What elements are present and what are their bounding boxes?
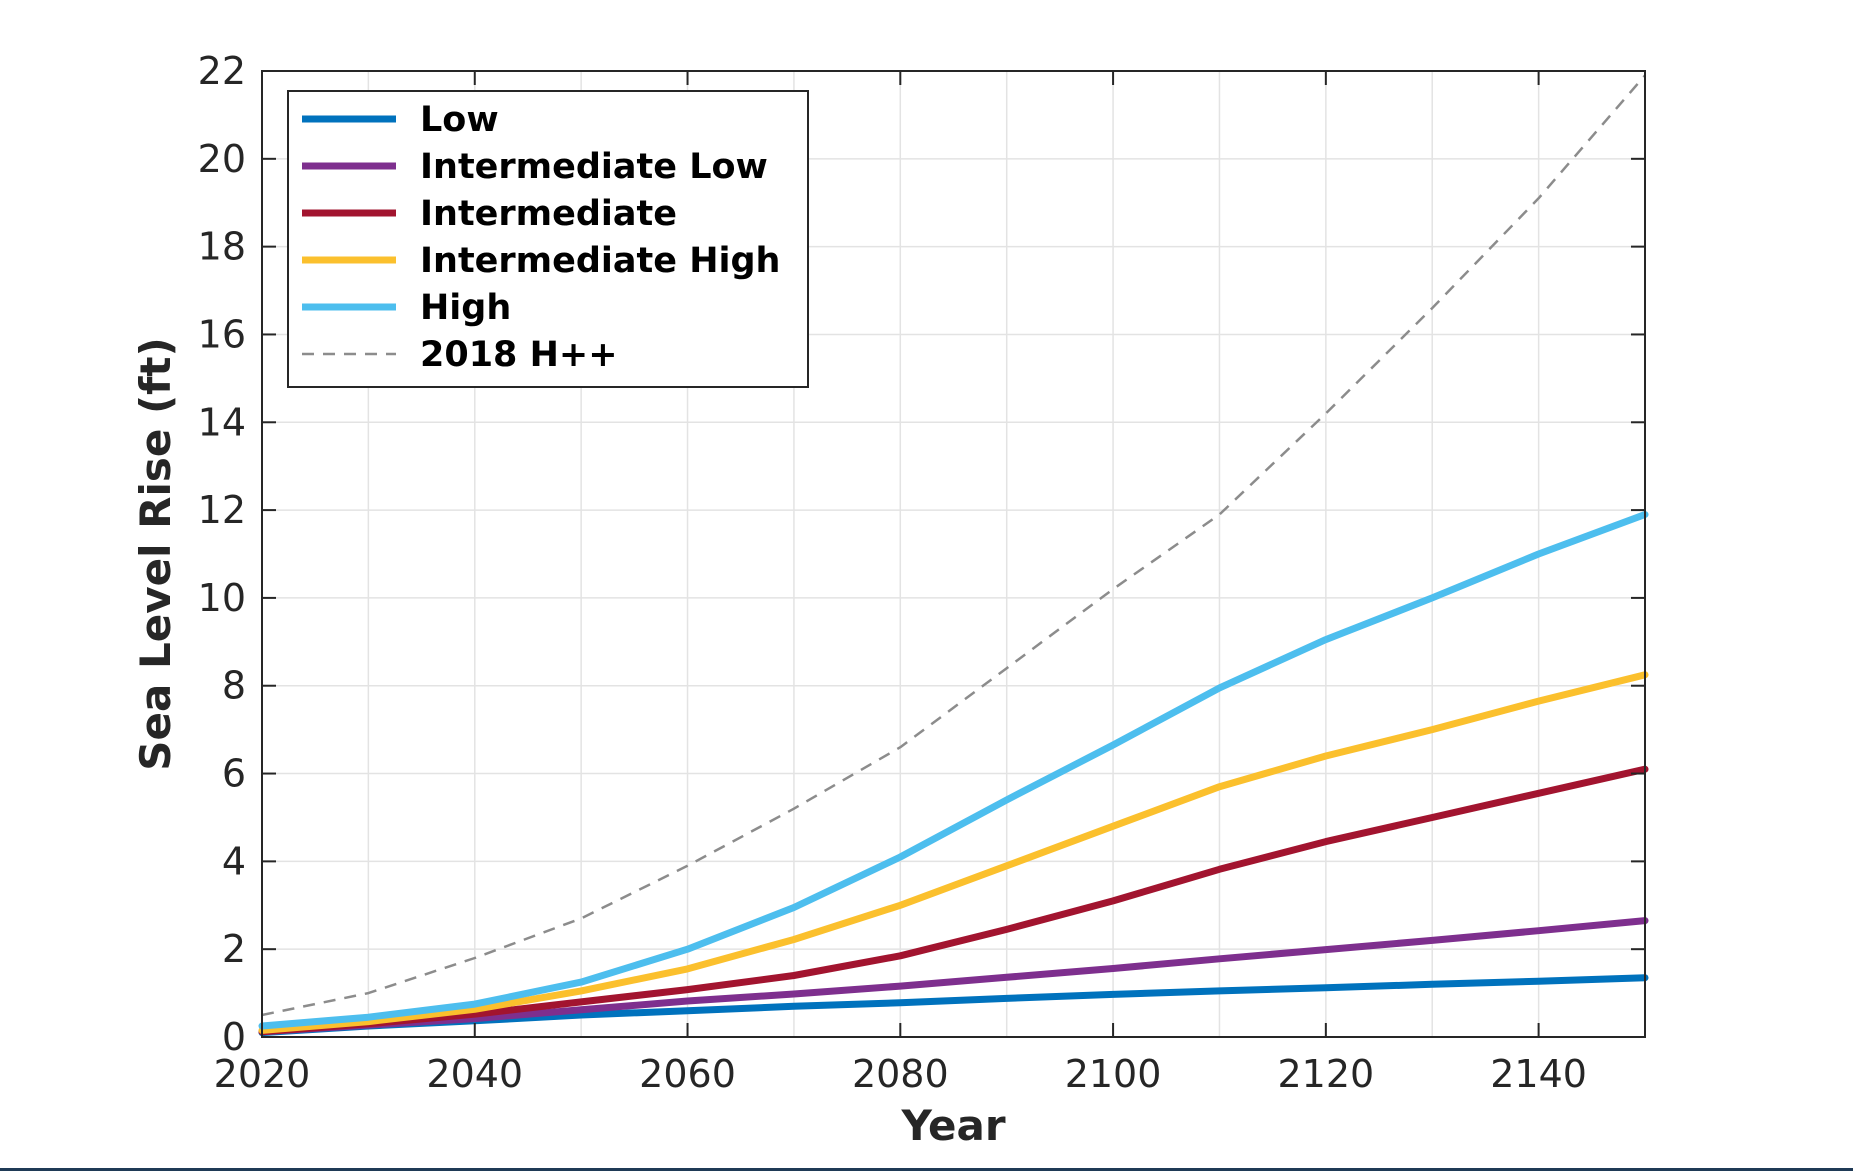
series-line-intermediate (258, 765, 1649, 1036)
y-tick-label: 22 (198, 49, 246, 93)
series-line-intermediate-low (258, 917, 1649, 1036)
x-tick-label: 2040 (426, 1052, 523, 1096)
y-tick-label: 0 (222, 1015, 246, 1059)
series-lines (258, 74, 1649, 1037)
legend-box (287, 90, 809, 388)
y-tick-label: 12 (198, 488, 246, 532)
axis-ticks (261, 70, 1645, 1038)
legend-label: 2018 H++ (420, 335, 618, 375)
bottom-divider (0, 1168, 1853, 1171)
legend-label: Intermediate (420, 194, 677, 234)
x-tick-label: 2060 (639, 1052, 736, 1096)
x-tick-label: 2080 (852, 1052, 949, 1096)
y-tick-label: 4 (222, 839, 246, 883)
legend-label: Low (420, 100, 499, 140)
y-tick-label: 20 (198, 137, 246, 181)
y-tick-label: 14 (198, 400, 246, 444)
series-line-intermediate-high (258, 671, 1649, 1034)
tick-labels: 2020 2040 2060 2080 2100 2120 2140 0 2 4 6 8 10 12 14 1… (198, 49, 1587, 1096)
y-tick-label: 6 (222, 752, 246, 796)
legend-label: Intermediate High (420, 241, 780, 281)
series-line-2018-h (261, 74, 1646, 1017)
y-tick-label: 16 (198, 312, 246, 356)
x-tick-label: 2140 (1490, 1052, 1587, 1096)
x-tick-label: 2120 (1277, 1052, 1374, 1096)
y-tick-label: 8 (222, 664, 246, 708)
x-tick-label: 2020 (214, 1052, 311, 1096)
y-tick-label: 2 (222, 927, 246, 971)
y-tick-label: 18 (198, 225, 246, 269)
legend-label: Intermediate Low (420, 147, 768, 187)
y-axis-title: Sea Level Rise (ft) (131, 337, 180, 770)
plot-frame (261, 70, 1646, 1038)
y-tick-label: 10 (198, 576, 246, 620)
legend: Low Intermediate Low Intermediate Intermedi… (287, 90, 809, 388)
x-axis-title: Year (900, 1101, 1005, 1150)
legend-label: High (420, 288, 511, 328)
x-tick-label: 2100 (1065, 1052, 1162, 1096)
series-line-high (258, 511, 1649, 1030)
